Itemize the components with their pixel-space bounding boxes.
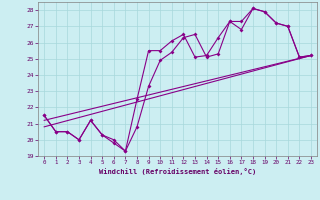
X-axis label: Windchill (Refroidissement éolien,°C): Windchill (Refroidissement éolien,°C) <box>99 168 256 175</box>
